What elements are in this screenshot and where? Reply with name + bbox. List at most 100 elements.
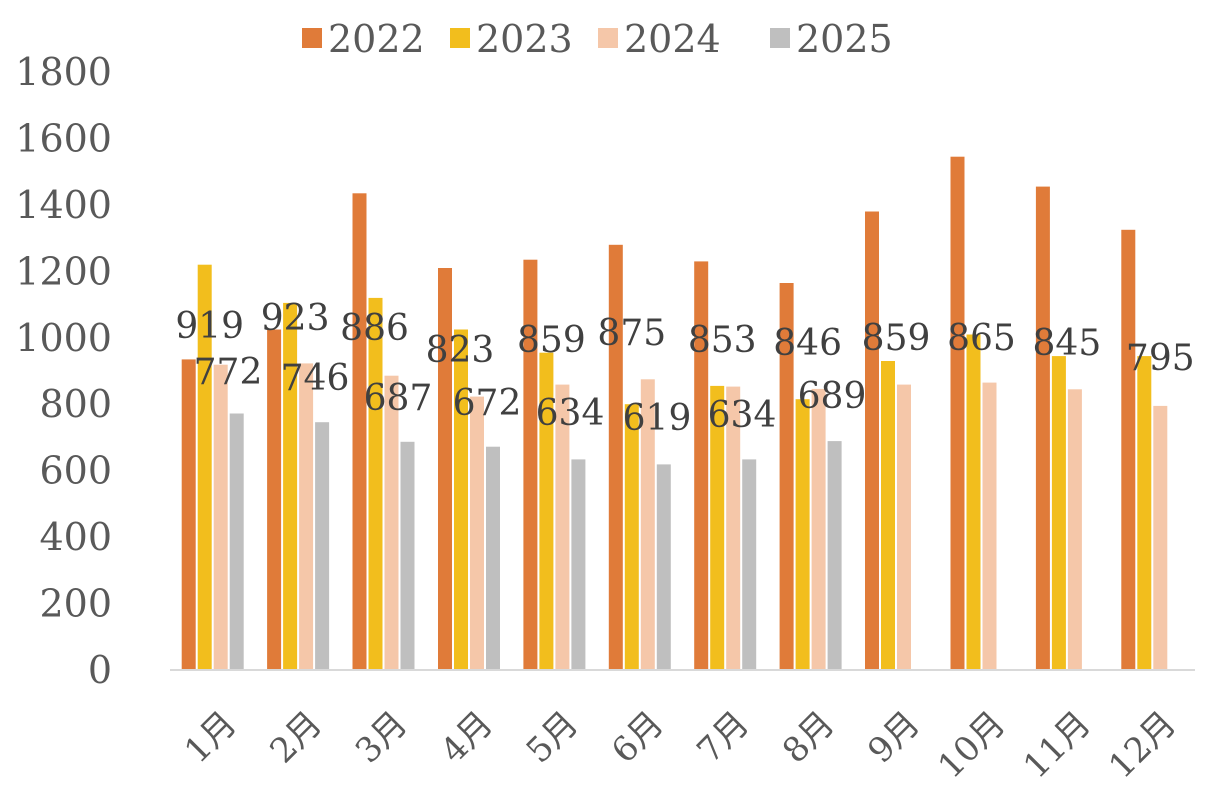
data-label-2025-7: 634	[708, 395, 777, 436]
x-tick-label-3: 3月	[348, 704, 416, 772]
legend-label-2024: 2024	[624, 17, 721, 61]
data-label-2025-8: 689	[798, 376, 867, 417]
bar-2023-1	[197, 264, 212, 670]
bar-2022-3	[352, 193, 367, 671]
bar-2022-6	[608, 244, 623, 671]
bar-2025-1	[229, 413, 244, 670]
data-label-2024-8: 846	[773, 323, 842, 364]
y-axis-labels: 0 200 400 600 800 1000 1200 1400 1600 1800	[15, 50, 112, 692]
legend-swatch-2023	[450, 28, 470, 48]
x-tick-label-4: 4月	[433, 704, 501, 772]
legend-label-2023: 2023	[476, 17, 573, 61]
bar-2024-10	[982, 382, 997, 670]
bar-2024-12	[1153, 405, 1168, 670]
legend-label-2025: 2025	[796, 17, 893, 61]
y-tick-label-1800: 1800	[15, 50, 112, 94]
legend-item-2022: 2022	[302, 17, 425, 61]
bar-2025-5	[571, 459, 586, 670]
bar-2022-8	[779, 283, 794, 670]
bar-2023-2	[283, 302, 298, 670]
y-tick-label-0: 0	[88, 648, 112, 692]
y-tick-label-800: 800	[39, 382, 112, 426]
bar-2025-8	[827, 441, 842, 670]
legend: 2022 2023 2024 2025	[302, 17, 893, 61]
bar-2023-6	[624, 404, 639, 670]
data-label-2024-9: 859	[862, 318, 931, 359]
bar-2022-10	[950, 156, 965, 670]
bar-2024-11	[1067, 389, 1082, 670]
bar-2022-4	[438, 268, 452, 670]
x-tick-label-7: 7月	[689, 704, 757, 772]
legend-swatch-2025	[770, 28, 790, 48]
legend-swatch-2024	[598, 28, 618, 48]
y-tick-label-600: 600	[39, 449, 112, 493]
bar-2022-12	[1121, 229, 1136, 671]
data-label-2024-4: 823	[426, 330, 495, 371]
x-tick-label-9: 9月	[860, 704, 928, 772]
y-tick-label-400: 400	[39, 515, 112, 559]
y-tick-label-1600: 1600	[15, 116, 112, 160]
bar-2022-7	[694, 261, 709, 670]
data-label-2024-10: 865	[947, 318, 1016, 359]
data-label-2024-12: 795	[1126, 338, 1195, 379]
bar-2022-11	[1035, 186, 1050, 670]
bar-2024-7	[726, 386, 741, 670]
data-label-2025-5: 634	[536, 393, 605, 434]
y-tick-label-200: 200	[39, 582, 112, 626]
bar-2022-5	[523, 259, 538, 670]
data-label-2024-2: 923	[261, 298, 330, 339]
x-tick-label-8: 8月	[775, 704, 843, 772]
bar-2022-2	[267, 329, 282, 670]
bar-2023-10	[966, 334, 981, 670]
data-label-2025-6: 619	[623, 398, 692, 439]
legend-label-2022: 2022	[328, 17, 425, 61]
y-tick-label-1200: 1200	[15, 249, 112, 293]
bar-2022-9	[865, 211, 879, 670]
data-label-2025-1: 772	[194, 352, 263, 393]
bar-2023-3	[368, 297, 383, 670]
x-tick-label-6: 6月	[604, 704, 672, 772]
bar-2024-2	[299, 363, 314, 670]
data-labels-layer: 919 923 886 823 859 875 853 846 859 865 845 795 772 7…	[175, 298, 1194, 439]
bar-2025-6	[656, 464, 671, 670]
bar-2023-12	[1137, 356, 1152, 670]
data-label-2024-5: 859	[517, 320, 586, 361]
x-axis-layer: 1月 2月 3月 4月 5月 6月 7月 8月 9月 10月 11月 12月	[170, 669, 1195, 787]
y-tick-label-1400: 1400	[15, 183, 112, 227]
bar-2024-6	[640, 379, 655, 670]
data-label-2024-6: 875	[597, 313, 666, 354]
bar-2023-4	[454, 329, 468, 670]
bar-2024-8	[811, 388, 826, 670]
x-tick-label-5: 5月	[519, 704, 587, 772]
bar-2024-4	[470, 396, 484, 670]
x-tick-label-1: 1月	[177, 704, 245, 772]
bar-2025-4	[486, 446, 500, 670]
bars-layer	[181, 156, 1168, 671]
legend-swatch-2022	[302, 28, 322, 48]
bar-2025-7	[742, 459, 757, 670]
y-tick-label-1000: 1000	[15, 316, 112, 360]
x-tick-label-2: 2月	[262, 704, 330, 772]
data-label-2024-1: 919	[175, 306, 244, 347]
bar-2025-2	[315, 422, 330, 670]
bar-2024-9	[897, 384, 911, 670]
legend-item-2024: 2024	[598, 17, 721, 61]
bar-2025-3	[400, 441, 415, 670]
data-label-2024-7: 853	[688, 320, 757, 361]
data-label-2025-4: 672	[453, 383, 522, 424]
data-label-2024-3: 886	[340, 308, 409, 349]
x-tick-label-10: 10月	[930, 704, 1013, 787]
bar-2024-5	[555, 384, 570, 670]
x-tick-label-12: 12月	[1101, 704, 1184, 787]
bar-2023-8	[795, 399, 810, 670]
bar-2023-5	[539, 352, 554, 670]
legend-item-2025: 2025	[770, 17, 893, 61]
x-tick-label-11: 11月	[1016, 704, 1099, 787]
bar-2023-9	[881, 361, 895, 670]
bar-2024-3	[384, 375, 399, 670]
bar-2024-1	[213, 364, 228, 670]
bar-2023-11	[1051, 356, 1066, 670]
data-label-2025-3: 687	[364, 378, 433, 419]
